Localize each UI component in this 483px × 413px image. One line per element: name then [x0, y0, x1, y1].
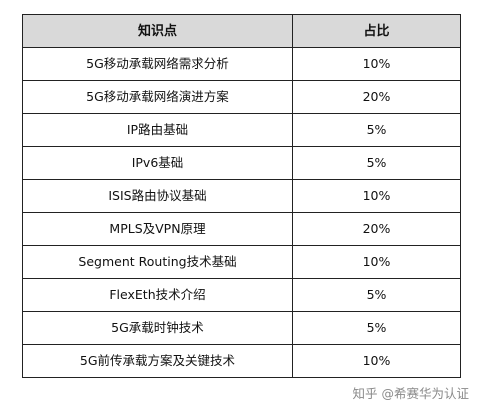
percent-cell: 10%	[292, 47, 461, 81]
syllabus-table: 知识点 占比 5G移动承载网络需求分析 10% 5G移动承载网络演进方案 20%…	[22, 14, 461, 378]
table-row: 5G移动承载网络演进方案 20%	[22, 80, 461, 114]
header-topic: 知识点	[22, 14, 293, 48]
percent-cell: 10%	[292, 245, 461, 279]
percent-cell: 10%	[292, 179, 461, 213]
topic-cell: 5G移动承载网络演进方案	[22, 80, 293, 114]
topic-cell: 5G承载时钟技术	[22, 311, 293, 345]
table-row: 5G移动承载网络需求分析 10%	[22, 47, 461, 81]
percent-cell: 20%	[292, 212, 461, 246]
table-row: 5G前传承载方案及关键技术 10%	[22, 344, 461, 378]
percent-cell: 5%	[292, 311, 461, 345]
topic-cell: IP路由基础	[22, 113, 293, 147]
zhihu-watermark: 知乎 @希赛华为认证	[352, 386, 469, 401]
topic-cell: 5G移动承载网络需求分析	[22, 47, 293, 81]
topic-cell: Segment Routing技术基础	[22, 245, 293, 279]
percent-cell: 20%	[292, 80, 461, 114]
topic-cell: FlexEth技术介绍	[22, 278, 293, 312]
topic-cell: MPLS及VPN原理	[22, 212, 293, 246]
topic-cell: 5G前传承载方案及关键技术	[22, 344, 293, 378]
table-row: FlexEth技术介绍 5%	[22, 278, 461, 312]
header-percent: 占比	[292, 14, 461, 48]
table-row: Segment Routing技术基础 10%	[22, 245, 461, 279]
percent-cell: 10%	[292, 344, 461, 378]
topic-cell: ISIS路由协议基础	[22, 179, 293, 213]
table-row: IPv6基础 5%	[22, 146, 461, 180]
table-header-row: 知识点 占比	[22, 14, 461, 48]
percent-cell: 5%	[292, 146, 461, 180]
table-row: ISIS路由协议基础 10%	[22, 179, 461, 213]
table-row: IP路由基础 5%	[22, 113, 461, 147]
percent-cell: 5%	[292, 278, 461, 312]
topic-cell: IPv6基础	[22, 146, 293, 180]
table-row: 5G承载时钟技术 5%	[22, 311, 461, 345]
percent-cell: 5%	[292, 113, 461, 147]
table-row: MPLS及VPN原理 20%	[22, 212, 461, 246]
